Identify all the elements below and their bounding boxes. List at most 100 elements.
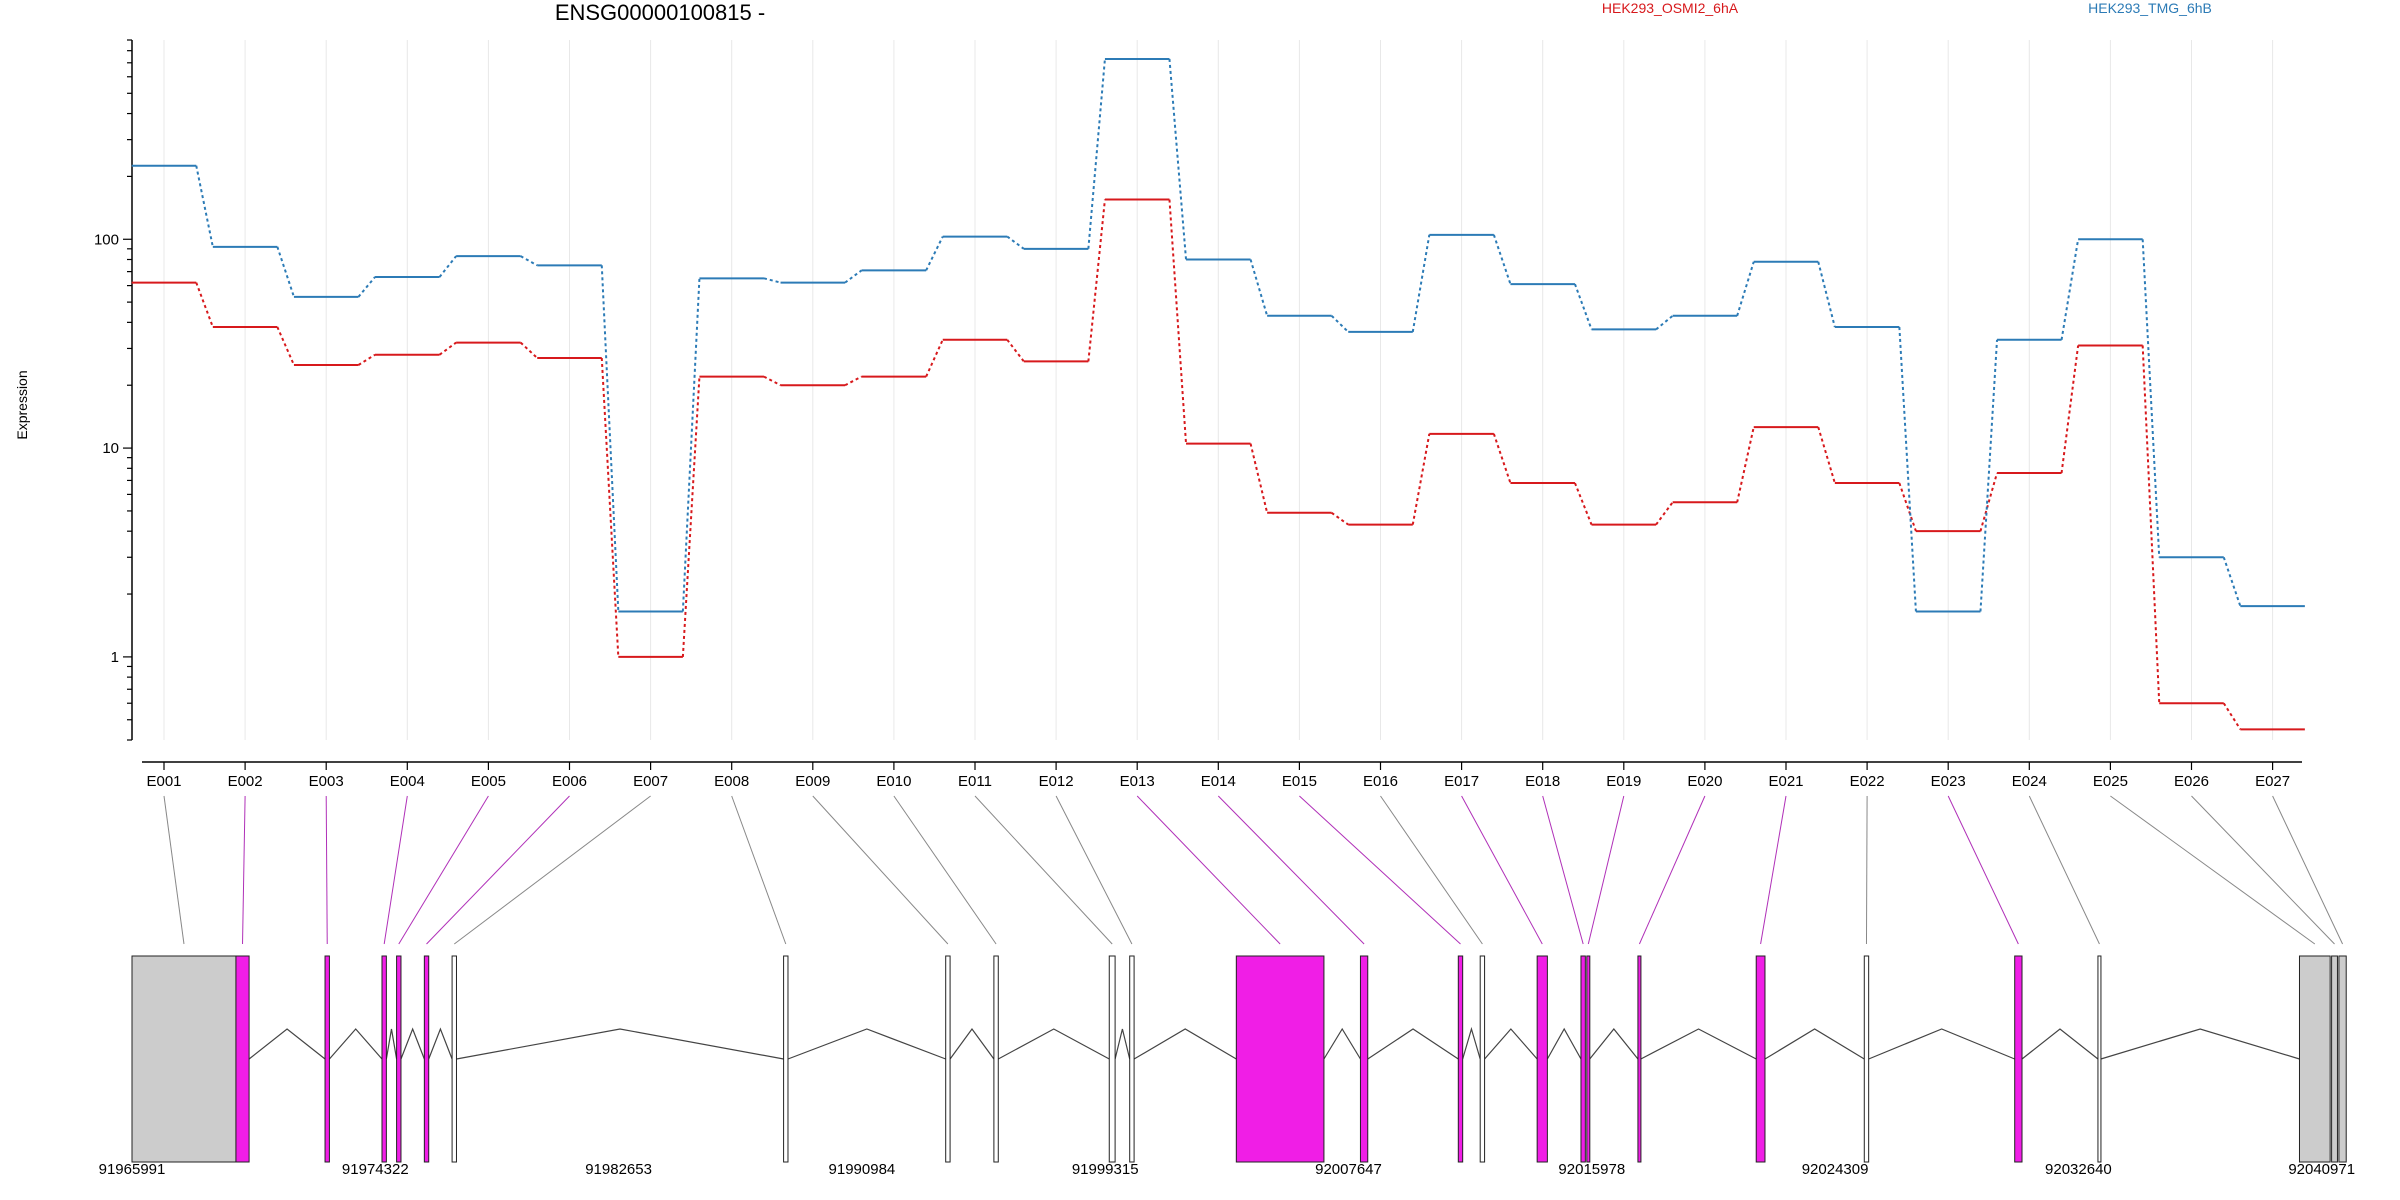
- connector-e006: [426, 795, 570, 945]
- exon-box-e001: [131, 955, 237, 1163]
- series-transition: [1574, 482, 1593, 525]
- connector-e022: [1865, 795, 1868, 945]
- series-transition: [1979, 472, 1998, 532]
- intron-line: [1868, 1028, 2015, 1060]
- series-transition: [1411, 234, 1431, 333]
- x-tick-label-e013: E013: [1120, 773, 1155, 790]
- series-transition: [438, 255, 457, 278]
- series-transition: [925, 339, 944, 377]
- y-tick-label: 1: [111, 649, 119, 666]
- series-transition: [844, 375, 863, 387]
- intron-line: [1589, 1028, 1639, 1060]
- x-tick-label-e005: E005: [471, 773, 506, 790]
- x-tick-label-e014: E014: [1201, 773, 1236, 790]
- connector-e026: [2191, 795, 2335, 945]
- series-transition: [1574, 283, 1593, 330]
- intron-line: [428, 1027, 453, 1060]
- series-transition: [600, 357, 620, 657]
- series-transition: [195, 165, 214, 248]
- series-transition: [1655, 501, 1674, 526]
- series-transition: [195, 282, 214, 328]
- intron-line: [2021, 1028, 2099, 1060]
- exon-box-e010: [993, 955, 999, 1163]
- x-tick-label-e008: E008: [714, 773, 749, 790]
- series-transition: [1898, 326, 1917, 612]
- series-transition: [1249, 259, 1269, 317]
- exon-box-e006: [423, 955, 430, 1163]
- x-tick-label-e023: E023: [1931, 773, 1966, 790]
- y-tick-label: 10: [102, 440, 119, 457]
- coordinate-label: 91974322: [342, 1161, 409, 1178]
- series-transition: [1006, 339, 1025, 363]
- exon-box-e004: [381, 955, 387, 1163]
- series-transition: [2060, 345, 2080, 474]
- series-transition: [2141, 239, 2161, 558]
- intron-line: [1484, 1028, 1538, 1060]
- intron-line: [1640, 1028, 1757, 1060]
- series-transition: [357, 353, 376, 366]
- chart-title: ENSG00000100815 -: [554, 0, 766, 25]
- x-axis: E001 E002 E003 E004 E005 E006 E007 E008 E009 E010…: [142, 761, 2302, 790]
- x-tick-label-e018: E018: [1525, 773, 1560, 790]
- exon-box-e014: [1359, 955, 1369, 1163]
- connector-e018: [1542, 795, 1584, 945]
- x-tick-label-e024: E024: [2012, 773, 2047, 790]
- x-tick-label-e015: E015: [1282, 773, 1317, 790]
- intron-line: [2100, 1028, 2300, 1060]
- series-transition: [1736, 426, 1755, 503]
- series-transition: [844, 269, 863, 284]
- connector-e008: [731, 795, 787, 945]
- exon-box-e013: [1235, 955, 1325, 1163]
- series-transition: [763, 277, 781, 284]
- exon-box-e005: [396, 955, 402, 1163]
- exon-box-e026: [2331, 955, 2338, 1163]
- intron-line: [787, 1028, 946, 1060]
- series-transition: [2222, 556, 2242, 607]
- connector-e025: [2110, 795, 2316, 945]
- x-tick-label-e009: E009: [795, 773, 830, 790]
- series-transition: [519, 341, 538, 359]
- series-transition: [276, 246, 295, 298]
- series-transition: [1492, 433, 1512, 484]
- intron-line: [949, 1027, 995, 1060]
- x-tick-label-e001: E001: [146, 773, 181, 790]
- x-tick-label-e019: E019: [1606, 773, 1641, 790]
- intron-line: [1367, 1028, 1459, 1060]
- exon-box-e008: [783, 955, 789, 1163]
- exon-box-e020: [1637, 955, 1642, 1163]
- legend-series-osmi2: HEK293_OSMI2_6hA: [1601, 0, 1739, 16]
- x-tick-label-e004: E004: [390, 773, 425, 790]
- exon-box-e015: [1457, 955, 1464, 1163]
- exon-box-e007: [451, 955, 457, 1163]
- x-tick-label-e012: E012: [1039, 773, 1074, 790]
- series-transition: [2141, 345, 2161, 704]
- connector-e011: [974, 795, 1113, 945]
- series-transition: [520, 255, 538, 267]
- series-transition: [2222, 702, 2242, 730]
- series-osmi2: [131, 198, 2305, 731]
- intron-line: [456, 1028, 784, 1060]
- x-tick-label-e027: E027: [2255, 773, 2290, 790]
- intron-line: [1114, 1028, 1131, 1060]
- exon-box-e009: [945, 955, 951, 1163]
- series-transition: [2060, 239, 2080, 340]
- exon-box-e002: [235, 955, 250, 1163]
- intron-line: [1133, 1028, 1237, 1060]
- x-tick-label-e026: E026: [2174, 773, 2209, 790]
- connector-e023: [1947, 795, 2019, 945]
- connector-e015: [1299, 795, 1461, 945]
- coordinate-label: 91982653: [585, 1161, 652, 1178]
- connector-e016: [1380, 795, 1483, 945]
- series-transition: [438, 341, 457, 356]
- connector-e007: [453, 795, 651, 945]
- intron-line: [1546, 1027, 1582, 1060]
- connector-e010: [893, 795, 997, 945]
- series-tmg: [131, 57, 2305, 613]
- series-transition: [1817, 261, 1836, 328]
- connector-e003: [325, 795, 328, 945]
- exon-box-e003: [324, 955, 330, 1163]
- connector-e005: [398, 795, 489, 945]
- intron-line: [385, 1028, 398, 1060]
- x-tick-label-e010: E010: [876, 773, 911, 790]
- gene-model: [131, 955, 2347, 1163]
